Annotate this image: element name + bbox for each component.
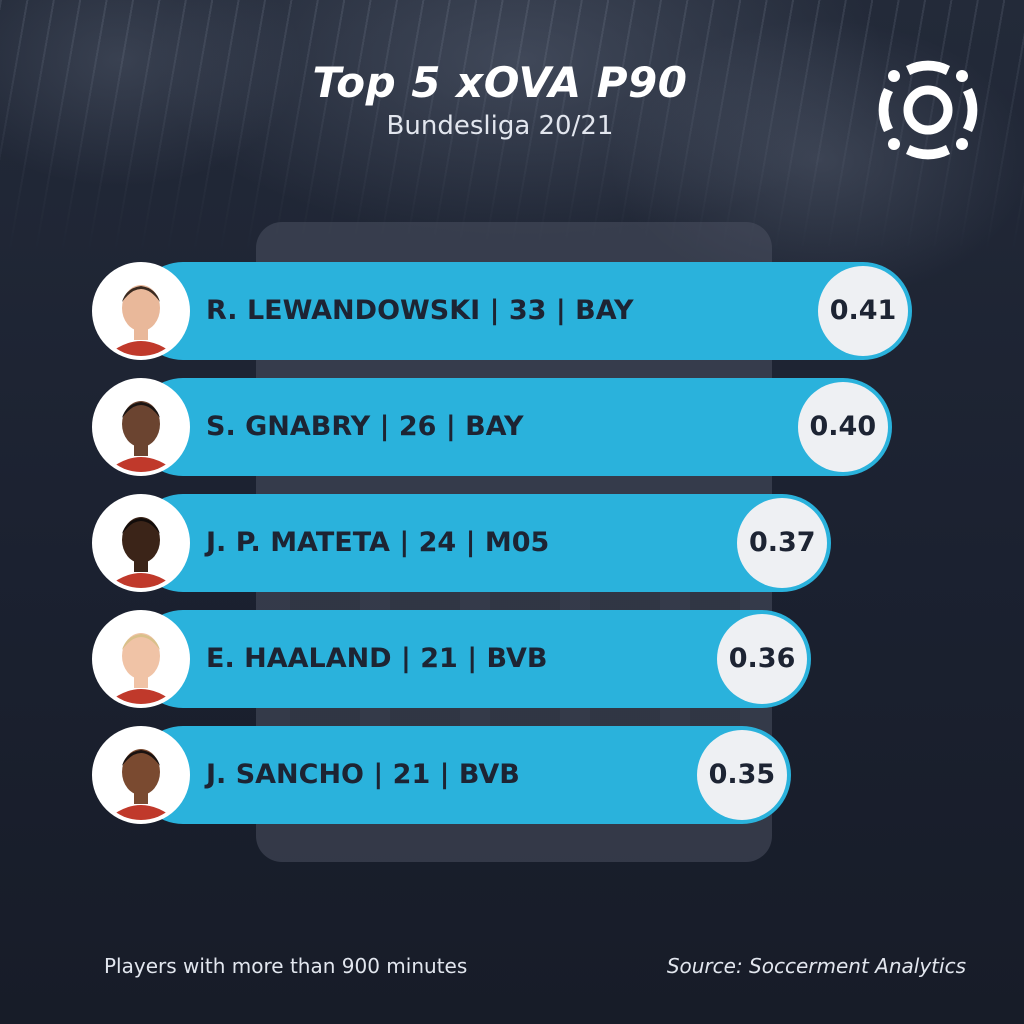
chart-row: S. GNABRY | 26 | BAY 0.40	[92, 378, 892, 476]
chart-bar	[134, 610, 812, 708]
value-label: 0.41	[818, 266, 908, 356]
chart-row: E. HAALAND | 21 | BVB 0.36	[92, 610, 812, 708]
value-label: 0.37	[737, 498, 828, 588]
chart-subtitle: Bundesliga 20/21	[386, 111, 614, 141]
player-face-icon	[96, 614, 186, 704]
chart-bar	[134, 378, 892, 476]
soccerment-logo-icon	[876, 58, 980, 162]
chart-header: Top 5 xOVA P90 Bundesliga 20/21	[0, 58, 1000, 141]
value-label: 0.36	[717, 614, 808, 704]
chart-row: J. SANCHO | 21 | BVB 0.35	[92, 726, 791, 824]
player-avatar	[92, 378, 190, 476]
player-face-icon	[96, 730, 186, 820]
chart-row: J. P. MATETA | 24 | M05 0.37	[92, 494, 832, 592]
player-avatar	[92, 726, 190, 824]
player-avatar	[92, 610, 190, 708]
player-face-icon	[96, 498, 186, 588]
chart-title: Top 5 xOVA P90	[312, 58, 688, 107]
footer-note: Players with more than 900 minutes	[104, 954, 468, 978]
player-avatar	[92, 262, 190, 360]
player-label: R. LEWANDOWSKI | 33 | BAY	[206, 295, 634, 326]
player-face-icon	[96, 382, 186, 472]
player-label: J. SANCHO | 21 | BVB	[206, 759, 520, 790]
value-label: 0.35	[696, 730, 787, 820]
chart-row: R. LEWANDOWSKI | 33 | BAY 0.41	[92, 262, 912, 360]
player-label: J. P. MATETA | 24 | M05	[206, 527, 550, 558]
player-label: S. GNABRY | 26 | BAY	[206, 411, 524, 442]
player-avatar	[92, 494, 190, 592]
stadium-roof-pattern	[0, 0, 1024, 260]
player-face-icon	[96, 266, 186, 356]
player-label: E. HAALAND | 21 | BVB	[206, 643, 548, 674]
value-label: 0.40	[797, 382, 888, 472]
chart-bar	[134, 726, 791, 824]
chart-bar	[134, 262, 912, 360]
footer-source: Source: Soccerment Analytics	[666, 954, 966, 978]
chart-bar	[134, 494, 832, 592]
